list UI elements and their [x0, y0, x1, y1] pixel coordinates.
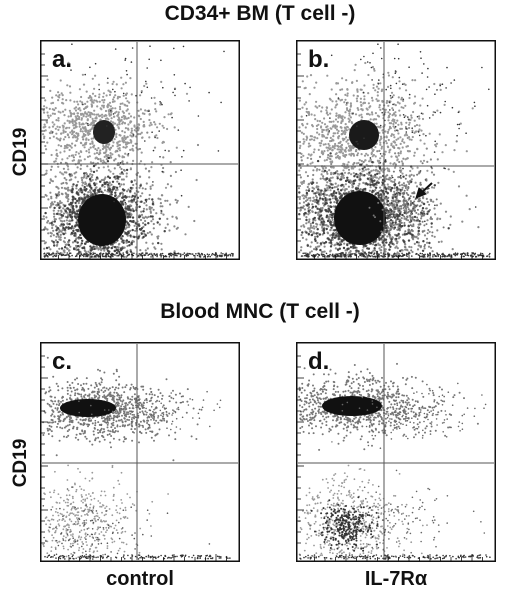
density-layer — [298, 362, 491, 560]
x-axis-label-control: control — [106, 568, 174, 590]
density-layer — [42, 356, 231, 560]
panel-d-plot — [296, 342, 496, 562]
tick-marks — [297, 53, 483, 259]
plot-frame — [296, 40, 496, 260]
tick-marks — [41, 355, 227, 561]
scatter-panel-b: b. — [296, 40, 496, 260]
tick-marks — [41, 53, 227, 259]
panel-b-plot — [296, 40, 496, 260]
scatter-panel-d: d. — [296, 342, 496, 562]
density-layer — [297, 43, 491, 259]
plot-frame — [40, 40, 240, 260]
arrow-annotation — [415, 182, 433, 199]
x-axis-label-il7r: IL-7Rα — [364, 568, 428, 590]
tick-marks — [297, 355, 483, 561]
panel-a-plot — [40, 40, 240, 260]
y-axis-label-top: CD19 — [10, 127, 31, 177]
panel-label-d: d. — [308, 348, 330, 375]
panel-label-b: b. — [308, 46, 330, 73]
y-axis-label-bottom: CD19 — [10, 438, 31, 488]
panel-label-c: c. — [52, 348, 73, 375]
panel-c-plot — [40, 342, 240, 562]
scatter-panel-c: c. — [40, 342, 240, 562]
bottom-section-title: Blood MNC (T cell -) — [160, 300, 360, 323]
panel-label-a: a. — [52, 46, 73, 73]
plot-frame — [296, 342, 496, 562]
top-section-title: CD34+ BM (T cell -) — [164, 2, 356, 25]
density-layer — [42, 43, 234, 259]
plot-frame — [40, 342, 240, 562]
scatter-panel-a: a. — [40, 40, 240, 260]
